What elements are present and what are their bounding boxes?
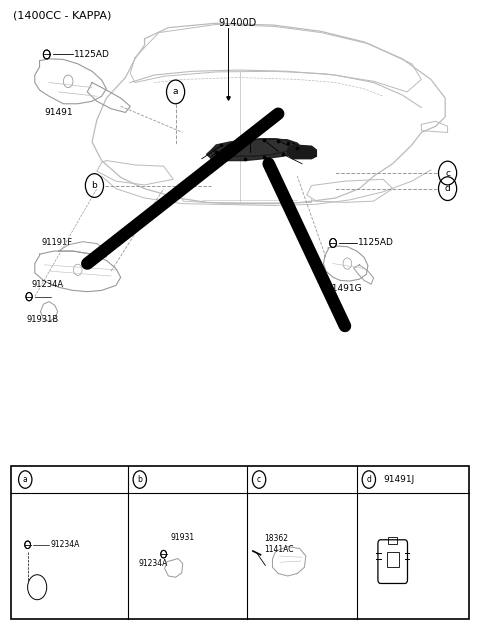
Text: 18362: 18362 (264, 534, 288, 543)
Text: 91491J: 91491J (383, 475, 414, 484)
Text: 91491G: 91491G (326, 283, 361, 293)
Text: a: a (23, 475, 28, 484)
Text: 91234A: 91234A (32, 280, 63, 288)
Text: b: b (137, 475, 142, 484)
Bar (11, 466, 469, 619)
Text: 91491: 91491 (44, 107, 73, 117)
Text: c: c (257, 475, 261, 484)
Circle shape (26, 293, 32, 301)
Text: 91191F: 91191F (42, 238, 73, 246)
Text: d: d (366, 475, 372, 484)
Text: d: d (444, 184, 450, 193)
Text: 1125AD: 1125AD (74, 50, 110, 59)
Bar (386, 552, 399, 567)
Circle shape (43, 50, 50, 59)
Text: 1141AC: 1141AC (264, 545, 293, 554)
Text: 91234A: 91234A (50, 540, 80, 549)
Text: 1125AD: 1125AD (359, 238, 394, 248)
Text: a: a (173, 87, 179, 97)
Text: 91931: 91931 (171, 533, 195, 542)
Text: (1400CC - KAPPA): (1400CC - KAPPA) (13, 11, 112, 21)
Text: b: b (92, 181, 97, 190)
Bar (388, 537, 397, 544)
Circle shape (330, 238, 336, 248)
Polygon shape (288, 145, 316, 159)
Text: 91400D: 91400D (218, 18, 257, 28)
Text: 91234A: 91234A (139, 559, 168, 568)
Text: c: c (445, 169, 450, 177)
Polygon shape (206, 139, 302, 161)
Circle shape (25, 541, 31, 549)
Circle shape (161, 551, 167, 558)
Text: 91931B: 91931B (27, 315, 59, 324)
